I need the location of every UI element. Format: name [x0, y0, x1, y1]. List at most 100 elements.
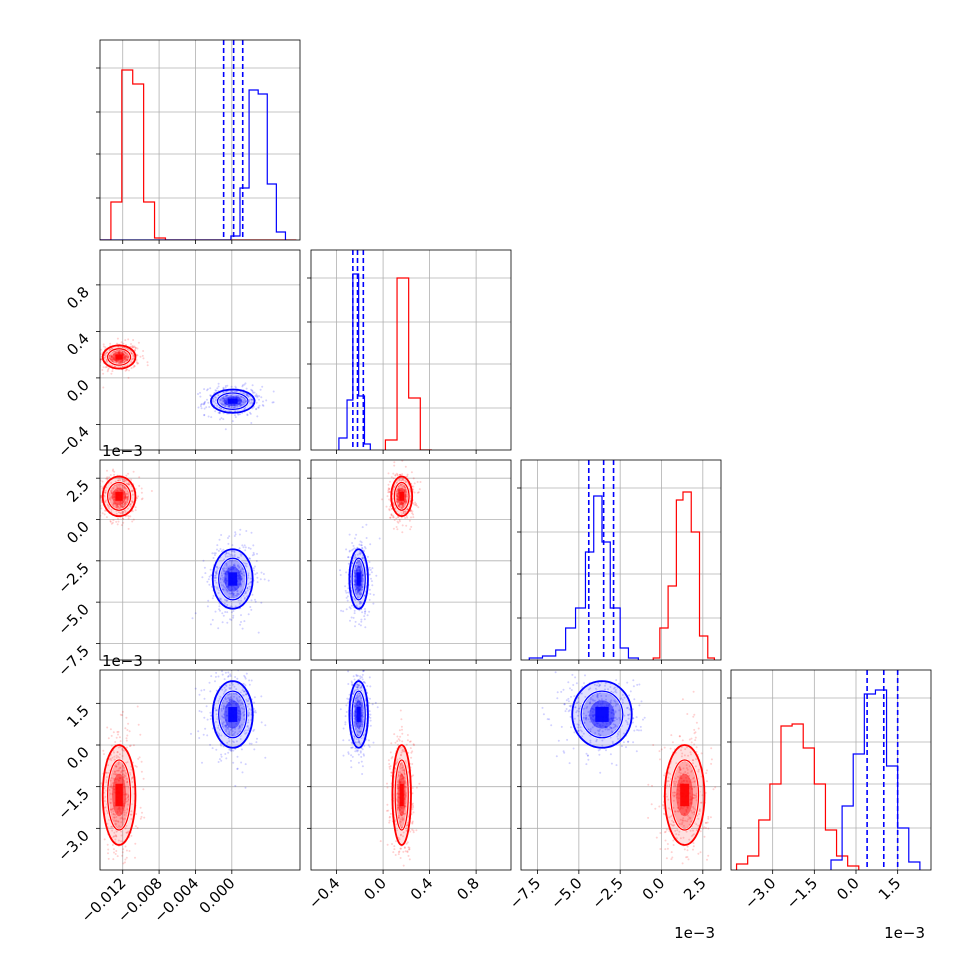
scatter-point [126, 358, 128, 361]
scatter-point [344, 723, 347, 726]
scatter-point [233, 564, 236, 567]
scatter-point [667, 776, 670, 779]
scatter-point [235, 588, 238, 591]
scatter-point [368, 610, 371, 613]
scatter-point [121, 854, 124, 857]
scatter-point [110, 496, 113, 499]
scatter-point [240, 723, 243, 726]
scatter-point [690, 737, 693, 740]
scatter-point [110, 358, 113, 361]
scatter-point [698, 808, 701, 811]
scatter-point [221, 673, 224, 676]
scatter-point [93, 826, 95, 828]
scatter-point [237, 398, 240, 401]
scatter-point [359, 570, 361, 573]
scatter-point [219, 418, 221, 421]
scatter-point [687, 754, 690, 757]
scatter-point [354, 697, 357, 700]
scatter-point [124, 727, 127, 730]
scatter-point [250, 531, 253, 534]
contour-blue [211, 680, 254, 749]
scatter-point [372, 593, 375, 596]
scatter-point [680, 782, 683, 785]
scatter-point [405, 743, 408, 746]
scatter-point [104, 795, 107, 798]
scatter-point [101, 480, 104, 483]
scatter-point [240, 572, 243, 575]
scatter-point [108, 348, 111, 351]
scatter-point [254, 598, 256, 601]
scatter-point [130, 818, 133, 820]
scatter-point [227, 570, 230, 573]
scatter-point [237, 586, 240, 589]
scatter-point [355, 726, 358, 729]
scatter-point [135, 813, 138, 815]
scatter-point [356, 593, 358, 596]
scatter-point [139, 817, 142, 820]
scatter-point [120, 770, 123, 773]
scatter-point [225, 728, 228, 731]
scatter-point [126, 498, 129, 501]
scatter-point [239, 576, 242, 579]
scatter-point [347, 556, 350, 559]
scatter-point [358, 700, 361, 703]
scatter-point [232, 610, 235, 612]
scatter-point [712, 788, 715, 791]
scatter-point [209, 711, 212, 714]
scatter-point [98, 851, 100, 853]
scatter-point [357, 684, 360, 687]
scatter-point [137, 362, 140, 365]
scatter-point [396, 520, 399, 523]
scatter-point [361, 678, 364, 681]
scatter-point [354, 722, 357, 725]
scatter-point [109, 520, 112, 522]
scatter-point [358, 560, 361, 563]
scatter-point [689, 816, 692, 819]
scatter-point [119, 501, 122, 504]
scatter-point [240, 590, 243, 593]
scatter-point [229, 565, 231, 568]
scatter-point [356, 565, 359, 568]
scatter-point [608, 717, 611, 720]
scatter-point [399, 489, 402, 492]
scatter-point [225, 402, 228, 405]
scatter-point [350, 759, 352, 762]
scatter-point [249, 402, 252, 405]
scatter-point [403, 499, 406, 502]
scatter-point [97, 357, 99, 359]
scatter-point [350, 741, 353, 744]
scatter-point [357, 559, 360, 562]
scatter-point [349, 607, 352, 610]
scatter-point [240, 578, 243, 580]
scatter-point [125, 797, 128, 800]
scatter-point [231, 544, 234, 547]
scatter-point [124, 827, 127, 830]
scatter-point [140, 815, 143, 818]
density-core [356, 572, 361, 586]
scatter-point [396, 474, 399, 477]
scatter-point [219, 398, 222, 401]
scatter-point [356, 591, 359, 594]
scatter-point [404, 760, 407, 763]
scatter-point [215, 671, 218, 674]
scatter-point [596, 684, 598, 687]
scatter-point [224, 401, 227, 404]
scatter-point [132, 470, 135, 473]
scatter-point [243, 718, 246, 721]
scatter-point [227, 537, 229, 539]
scatter-point [397, 498, 400, 501]
scatter-point [353, 720, 356, 723]
scatter-point [225, 564, 228, 567]
scatter-point [599, 734, 602, 737]
scatter-point [351, 746, 354, 749]
scatter-point [107, 505, 110, 508]
scatter-point [242, 694, 245, 697]
scatter-point [222, 716, 224, 719]
scatter-point [114, 777, 117, 780]
scatter-point [400, 833, 403, 836]
scatter-point [706, 769, 708, 772]
scatter-point [108, 789, 111, 791]
scatter-point [342, 754, 345, 757]
scatter-point [352, 713, 355, 716]
scatter-point [665, 828, 668, 831]
